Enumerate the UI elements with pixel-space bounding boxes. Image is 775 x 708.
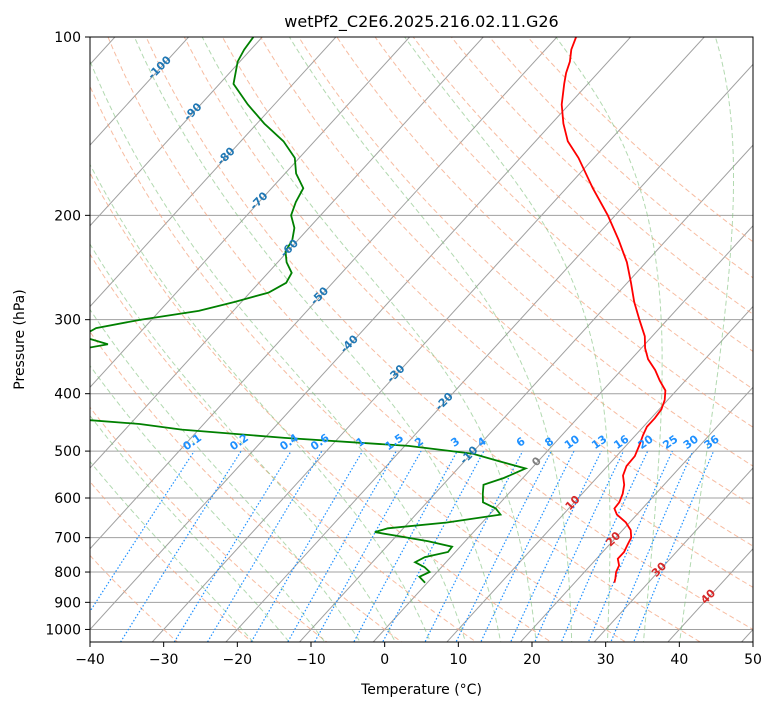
- moist-adiabat: [90, 243, 396, 642]
- dry-adiabat: [412, 37, 753, 352]
- x-axis-label: Temperature (°C): [360, 682, 482, 698]
- x-tick-label: 50: [744, 652, 762, 668]
- dry-adiabat: [90, 85, 627, 642]
- background-lines: [0, 10, 753, 654]
- y-tick-label: 900: [54, 595, 81, 611]
- isotherm-line: [0, 10, 66, 654]
- y-tick-label: 500: [54, 444, 81, 460]
- x-tick-label: 0: [380, 652, 389, 668]
- moist-adiabat: [679, 37, 734, 642]
- mixing-ratio-line: [424, 450, 524, 642]
- y-tick-label: 1000: [45, 622, 81, 638]
- dry-adiabat: [90, 480, 253, 642]
- y-tick-label: 100: [54, 30, 81, 46]
- y-tick-label: 300: [54, 313, 81, 329]
- chart-title: wetPf2_C2E6.2025.216.02.11.G26: [284, 12, 558, 32]
- dry-adiabat: [374, 37, 753, 390]
- dewpoint-profile: [90, 37, 529, 584]
- dry-adiabat: [90, 253, 478, 642]
- isotherm-line: [90, 37, 337, 308]
- isotherm-line: [90, 37, 484, 469]
- isotherm-line: [90, 37, 632, 631]
- y-axis-label: Pressure (hPa): [12, 289, 28, 389]
- dry-adiabat: [221, 37, 753, 547]
- mixing-ratio-line: [534, 450, 625, 642]
- x-tick-label: −40: [75, 652, 105, 668]
- mixing-ratio-line: [250, 450, 364, 642]
- x-tick-label: −30: [149, 652, 179, 668]
- moist-adiabat: [90, 308, 361, 642]
- mixing-ratio-line: [610, 450, 694, 642]
- dry-adiabat: [260, 37, 753, 507]
- isotherm-line: [519, 386, 753, 642]
- isotherm-line: [372, 225, 753, 642]
- isotherm-line: [151, 37, 705, 642]
- x-tick-label: 20: [523, 652, 541, 668]
- axis-ticks: −40 −30 −20 −10 0 10 20 30 40 50 100 200 300 400 500 60…: [45, 30, 762, 668]
- x-tick-label: −20: [223, 652, 253, 668]
- y-tick-label: 200: [54, 208, 81, 224]
- moist-adiabat: [90, 414, 290, 642]
- mixing-ratio-line: [90, 450, 195, 613]
- mixing-ratio-line: [287, 450, 397, 642]
- isotherm-line: [90, 37, 411, 389]
- dry-adiabat: [90, 406, 328, 642]
- isotherm-line: [90, 37, 263, 227]
- mixing-ratio-line: [173, 450, 292, 642]
- dry-adiabat: [90, 330, 403, 642]
- x-tick-label: 30: [597, 652, 615, 668]
- mixing-ratio-line: [633, 450, 715, 642]
- x-tick-label: −10: [296, 652, 326, 668]
- moist-adiabat: [90, 59, 467, 642]
- dry-adiabat: [183, 37, 753, 588]
- sounding-profiles: [90, 37, 667, 584]
- y-tick-label: 400: [54, 387, 81, 403]
- x-tick-label: 10: [449, 652, 467, 668]
- moist-adiabat: [288, 37, 573, 642]
- isotherm-line: [298, 144, 753, 642]
- mixing-ratio-line: [119, 450, 242, 642]
- isotherm-line: [446, 305, 753, 642]
- y-tick-label: 800: [54, 565, 81, 581]
- isotherm-line: [593, 467, 753, 642]
- isotherm-line: [90, 37, 558, 550]
- mixing-ratio-line: [455, 450, 552, 642]
- moist-adiabat: [201, 37, 537, 642]
- dry-adiabat: [107, 37, 702, 642]
- temperature-profile: [560, 37, 667, 583]
- moist-adiabat: [133, 37, 502, 642]
- mixing-ratio-line: [510, 450, 602, 642]
- mixing-ratio-line: [206, 450, 323, 642]
- dry-adiabat: [90, 172, 552, 642]
- x-tick-label: 40: [670, 652, 688, 668]
- dry-adiabat: [145, 37, 753, 630]
- moist-adiabat: [404, 37, 611, 642]
- plot-frame: [89, 36, 754, 643]
- mixing-ratio-line: [382, 450, 485, 642]
- plot-area: [90, 37, 753, 642]
- isotherm-line: [225, 63, 753, 642]
- y-tick-label: 600: [54, 491, 81, 507]
- y-tick-label: 700: [54, 531, 81, 547]
